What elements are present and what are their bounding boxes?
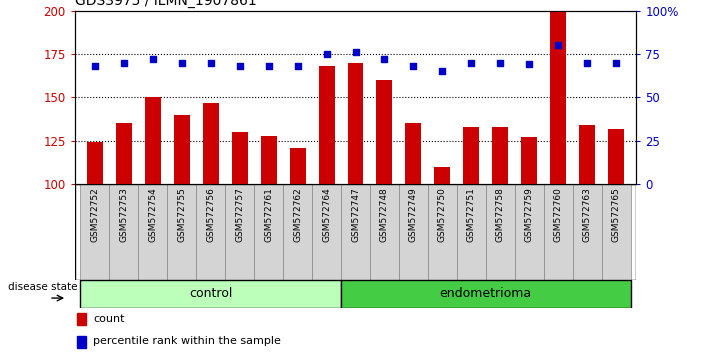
Text: GSM572762: GSM572762: [293, 187, 302, 242]
Text: GSM572755: GSM572755: [177, 187, 186, 242]
Text: GSM572749: GSM572749: [409, 187, 418, 242]
Point: [205, 60, 216, 65]
Bar: [521, 137, 538, 184]
Text: GSM572754: GSM572754: [149, 187, 157, 242]
Bar: [405, 124, 422, 184]
Text: GSM572760: GSM572760: [554, 187, 562, 242]
Bar: [80, 184, 109, 280]
Bar: [550, 11, 566, 184]
Bar: [492, 127, 508, 184]
Bar: [348, 63, 363, 184]
Bar: [261, 136, 277, 184]
Bar: [370, 184, 399, 280]
Bar: [167, 184, 196, 280]
Bar: [464, 127, 479, 184]
Point: [495, 60, 506, 65]
Point: [234, 63, 245, 69]
Bar: [289, 148, 306, 184]
Bar: [457, 184, 486, 280]
Bar: [77, 336, 87, 348]
Bar: [608, 129, 624, 184]
Bar: [109, 184, 139, 280]
Text: GSM572757: GSM572757: [235, 187, 244, 242]
Point: [466, 60, 477, 65]
Text: GSM572750: GSM572750: [438, 187, 447, 242]
Text: percentile rank within the sample: percentile rank within the sample: [93, 336, 281, 346]
Bar: [341, 280, 631, 308]
Bar: [87, 142, 103, 184]
Bar: [77, 313, 87, 325]
Text: GSM572752: GSM572752: [90, 187, 100, 242]
Bar: [399, 184, 428, 280]
Point: [147, 56, 159, 62]
Text: GSM572761: GSM572761: [264, 187, 273, 242]
Text: GSM572765: GSM572765: [611, 187, 621, 242]
Point: [118, 60, 129, 65]
Text: GSM572753: GSM572753: [119, 187, 129, 242]
Bar: [434, 167, 450, 184]
Text: GSM572764: GSM572764: [322, 187, 331, 242]
Bar: [232, 132, 247, 184]
Text: count: count: [93, 314, 124, 324]
Point: [582, 60, 593, 65]
Bar: [341, 184, 370, 280]
Bar: [196, 184, 225, 280]
Point: [552, 42, 564, 48]
Bar: [312, 184, 341, 280]
Point: [610, 60, 621, 65]
Text: control: control: [189, 287, 232, 300]
Text: GSM572751: GSM572751: [467, 187, 476, 242]
Point: [437, 69, 448, 74]
Text: GSM572763: GSM572763: [582, 187, 592, 242]
Point: [90, 63, 101, 69]
Text: GSM572748: GSM572748: [380, 187, 389, 242]
Bar: [254, 184, 283, 280]
Text: GSM572759: GSM572759: [525, 187, 534, 242]
Point: [292, 63, 304, 69]
Bar: [544, 184, 572, 280]
Bar: [145, 97, 161, 184]
Point: [350, 50, 361, 55]
Bar: [319, 66, 334, 184]
Text: GDS3975 / ILMN_1907861: GDS3975 / ILMN_1907861: [75, 0, 257, 8]
Bar: [486, 184, 515, 280]
Bar: [515, 184, 544, 280]
Bar: [377, 80, 392, 184]
Text: GSM572756: GSM572756: [206, 187, 215, 242]
Point: [379, 56, 390, 62]
Text: GSM572758: GSM572758: [496, 187, 505, 242]
Text: endometrioma: endometrioma: [439, 287, 532, 300]
Text: GSM572747: GSM572747: [351, 187, 360, 242]
Bar: [283, 184, 312, 280]
Bar: [579, 125, 595, 184]
Point: [263, 63, 274, 69]
Point: [523, 62, 535, 67]
Point: [407, 63, 419, 69]
Point: [321, 51, 332, 57]
Bar: [139, 184, 167, 280]
Bar: [572, 184, 602, 280]
Bar: [80, 280, 341, 308]
Bar: [428, 184, 457, 280]
Bar: [203, 103, 219, 184]
Bar: [602, 184, 631, 280]
Bar: [173, 115, 190, 184]
Point: [176, 60, 188, 65]
Bar: [225, 184, 254, 280]
Bar: [116, 124, 132, 184]
Text: disease state: disease state: [9, 282, 77, 292]
